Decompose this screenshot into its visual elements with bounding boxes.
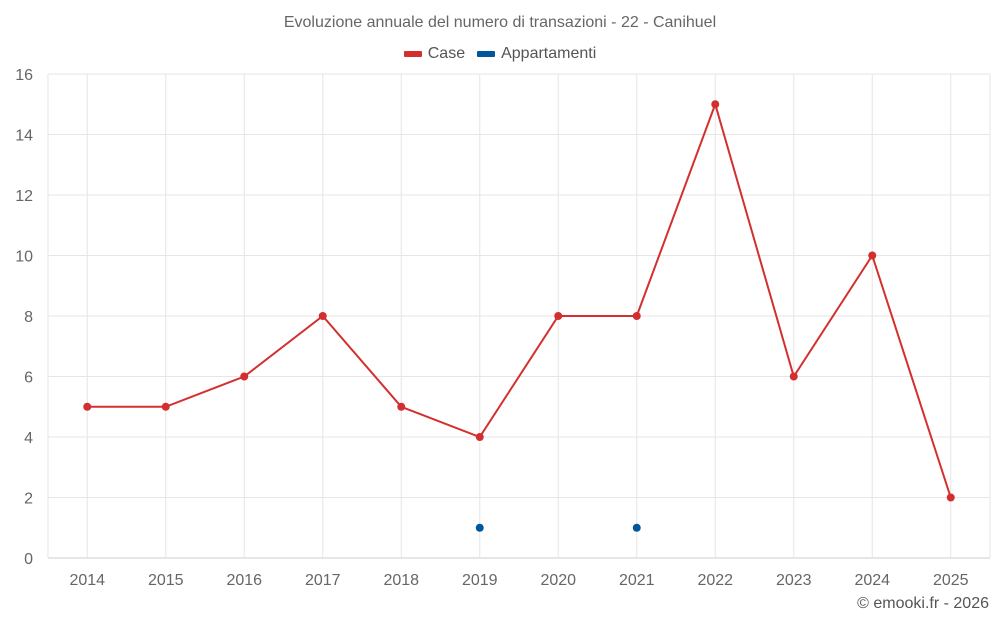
data-point-case — [475, 433, 484, 441]
x-tick-label: 2014 — [69, 572, 105, 589]
y-tick-label: 4 — [24, 430, 33, 447]
y-tick-label: 8 — [24, 309, 33, 326]
data-point-case — [240, 372, 249, 381]
x-tick-label: 2022 — [697, 572, 733, 589]
legend-item-appartamenti[interactable]: Appartamenti — [477, 45, 596, 63]
data-point-case — [318, 312, 327, 320]
x-tick-label: 2019 — [462, 572, 498, 589]
data-point-case — [83, 402, 92, 411]
x-tick-label: 2023 — [776, 572, 812, 589]
x-tick-label: 2016 — [226, 572, 262, 589]
data-point-case — [789, 372, 798, 381]
y-tick-label: 14 — [15, 128, 33, 145]
y-tick-label: 16 — [15, 67, 33, 84]
data-point-appartamenti — [632, 523, 641, 532]
x-tick-label: 2021 — [619, 572, 655, 589]
data-point-case — [161, 402, 170, 411]
data-point-appartamenti — [475, 523, 484, 532]
x-tick-label: 2015 — [148, 572, 184, 589]
legend-swatch-appartamenti — [477, 51, 496, 57]
x-tick-label: 2018 — [383, 572, 419, 589]
x-tick-label: 2017 — [305, 572, 341, 589]
legend-item-case[interactable]: Case — [403, 45, 466, 63]
legend-label-appartamenti: Appartamenti — [501, 45, 597, 62]
data-point-case — [397, 402, 406, 411]
y-tick-label: 0 — [24, 551, 33, 568]
chart-legend: Case Appartamenti — [0, 45, 1000, 63]
legend-label-case: Case — [427, 45, 466, 62]
series-line-case — [87, 101, 952, 498]
y-tick-label: 6 — [24, 370, 33, 387]
data-point-case — [632, 312, 641, 320]
chart-title: Evoluzione annuale del numero di transaz… — [283, 14, 717, 31]
x-tick-label: 2020 — [540, 572, 576, 589]
data-point-case — [711, 100, 720, 109]
legend-swatch-case — [403, 51, 422, 57]
y-tick-label: 12 — [15, 188, 33, 205]
y-tick-label: 2 — [24, 491, 33, 508]
data-point-case — [868, 251, 877, 260]
x-tick-label: 2024 — [854, 572, 890, 589]
data-point-case — [554, 312, 563, 320]
data-point-case — [946, 493, 955, 502]
copyright-footer: © emooki.fr - 2026 — [857, 595, 989, 612]
x-tick-label: 2025 — [933, 572, 969, 589]
y-tick-label: 10 — [15, 249, 33, 266]
